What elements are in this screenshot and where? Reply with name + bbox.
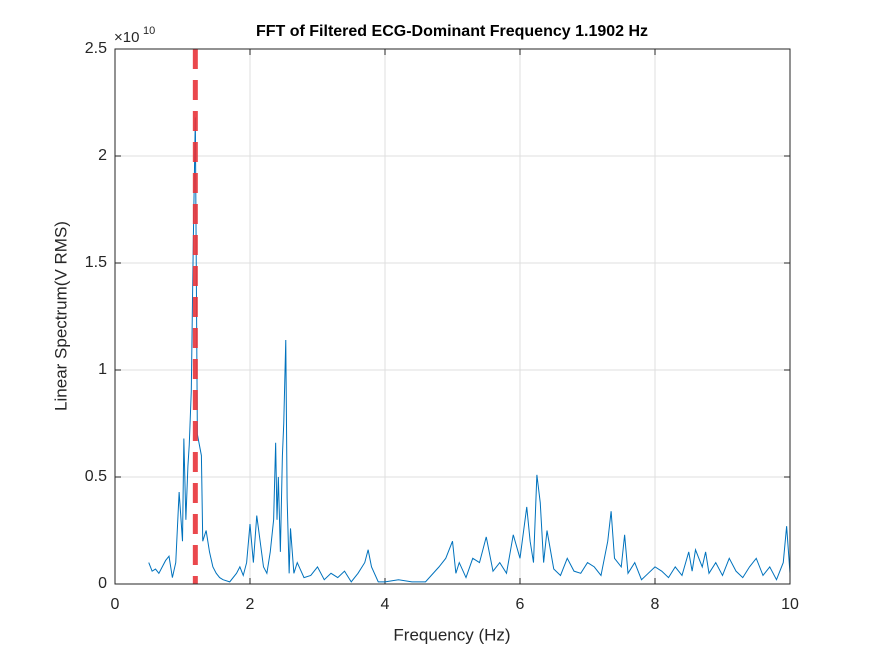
y-exponent-base: ×10 <box>114 29 139 46</box>
y-tick-label: 2.5 <box>85 40 107 57</box>
y-tick-label: 0 <box>98 575 107 592</box>
x-tick-label: 0 <box>111 596 120 613</box>
x-tick-label: 10 <box>781 596 799 613</box>
y-tick-label: 2 <box>98 147 107 164</box>
y-exponent-power: 10 <box>143 25 155 37</box>
x-tick-label: 6 <box>516 596 525 613</box>
chart-title: FFT of Filtered ECG-Dominant Frequency 1… <box>256 23 648 40</box>
y-tick-label: 0.5 <box>85 468 107 485</box>
y-tick-label: 1.5 <box>85 254 107 271</box>
spectrum-line <box>148 117 791 583</box>
x-axis-label: Frequency (Hz) <box>393 625 510 644</box>
y-axis-label: Linear Spectrum(V RMS) <box>51 221 70 411</box>
x-tick-label: 4 <box>381 596 390 613</box>
y-tick-label: 1 <box>98 361 107 378</box>
plot-frame <box>114 48 791 585</box>
x-tick-label: 2 <box>246 596 255 613</box>
x-tick-label: 8 <box>651 596 660 613</box>
